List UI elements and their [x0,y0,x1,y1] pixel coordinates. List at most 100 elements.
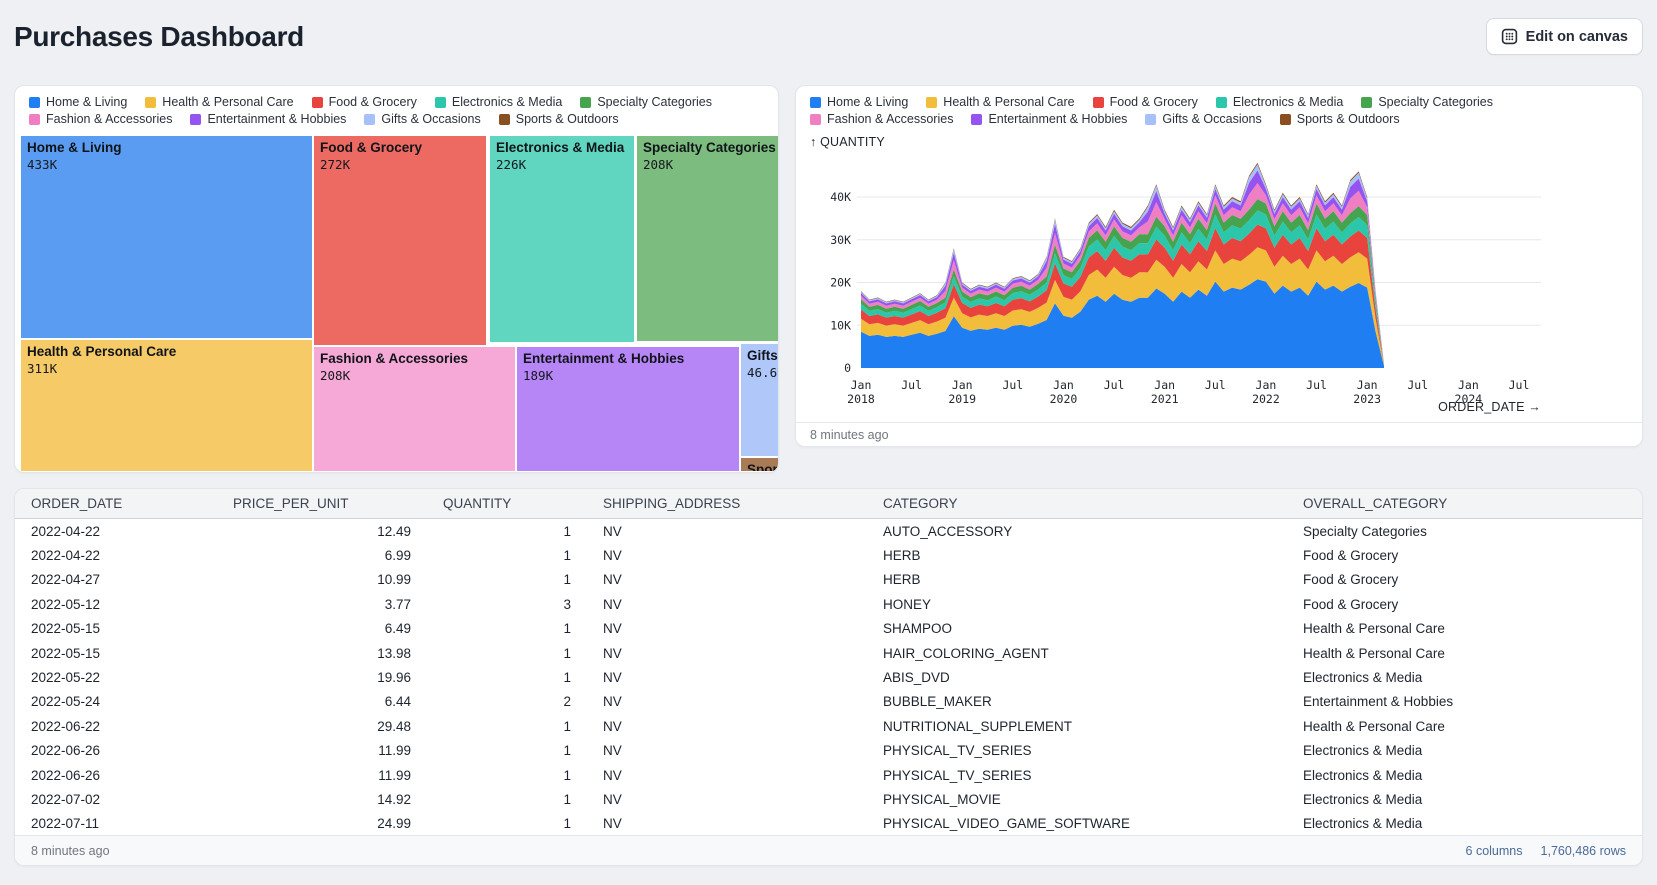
treemap-box[interactable]: Entertainment & Hobbies 189K [517,347,739,471]
legend-item[interactable]: Entertainment & Hobbies [190,112,346,126]
legend-item[interactable]: Fashion & Accessories [29,112,172,126]
table-cell: HERB [883,572,921,588]
area-series-electronics-media[interactable] [861,210,1384,365]
area-chart-updated: 8 minutes ago [810,427,889,442]
edit-on-canvas-button[interactable]: Edit on canvas [1485,18,1643,55]
table-cell: Electronics & Media [1303,791,1423,807]
table-cell: 2022-05-15 [31,621,101,637]
legend-swatch [29,113,40,125]
table-cell: 1 [563,791,571,807]
legend-item[interactable]: Electronics & Media [434,95,563,109]
treemap-box-label: Fashion & Accessories [320,351,469,366]
legend-item[interactable]: Entertainment & Hobbies [971,112,1127,126]
treemap-chart[interactable]: Home & Living 433K Food & Grocery 272K Elect… [21,136,778,471]
x-tick-year: 2021 [1151,392,1179,406]
y-tick-label: 30K [830,233,851,247]
table-cell: 10.99 [377,572,411,588]
column-header-order_date[interactable]: ORDER_DATE [31,496,123,511]
table-cell: ABIS_DVD [883,670,950,686]
treemap-box[interactable]: Specialty Categories 208K [637,136,778,341]
legend-label: Sports & Outdoors [515,112,619,126]
legend-item[interactable]: Gifts & Occasions [364,112,481,126]
x-tick-year: 2018 [847,392,875,406]
legend-swatch [145,96,157,108]
x-tick-year: 2022 [1252,392,1280,406]
legend-item[interactable]: Fashion & Accessories [810,112,953,126]
legend-swatch [434,96,446,108]
table-cell: NV [603,548,622,564]
area-series-food-grocery[interactable] [861,224,1384,366]
table-body[interactable]: 2022-04-22 12.49 1 NV AUTO_ACCESSORY Specialt… [15,519,1642,835]
y-tick-label: 40K [830,190,851,204]
legend-item[interactable]: Home & Living [810,95,908,109]
column-header-category[interactable]: CATEGORY [883,496,958,511]
treemap-box-label: Gifts & Occasions [747,348,778,363]
table-cell: 2 [563,694,571,710]
table-cell: 1 [563,743,571,759]
table-cell: PHYSICAL_VIDEO_GAME_SOFTWARE [883,816,1131,832]
table-cell: Electronics & Media [1303,743,1423,759]
treemap-card: Home & Living Health & Personal Care Food … [14,85,779,473]
x-tick-label: Jul [901,378,922,392]
column-header-overall_category[interactable]: OVERALL_CATEGORY [1303,496,1448,511]
table-cell: 29.48 [377,718,411,734]
column-header-quantity[interactable]: QUANTITY [443,496,512,511]
column-header-price_per_unit[interactable]: PRICE_PER_UNIT [233,496,349,511]
table-row: 2022-06-26 11.99 1 NV PHYSICAL_TV_SERIES Elec… [15,738,1642,763]
legend-item[interactable]: Gifts & Occasions [1145,112,1262,126]
table-cell: 2022-04-22 [31,548,101,564]
table-row: 2022-05-15 6.49 1 NV SHAMPOO Health & Persona… [15,616,1642,641]
legend-item[interactable]: Specialty Categories [580,95,712,109]
legend-label: Food & Grocery [1109,95,1198,109]
treemap-box[interactable]: Electronics & Media 226K [490,136,634,342]
treemap-box[interactable]: Fashion & Accessories 208K [314,347,515,471]
x-tick-label: Jan [1357,378,1378,392]
x-tick-year: 2019 [948,392,976,406]
legend-swatch [810,96,821,108]
area-chart-footer: 8 minutes ago [796,422,1642,446]
legend-row: Fashion & Accessories Entertainment & Hob… [810,112,1634,126]
treemap-box[interactable]: Home & Living 433K [21,136,312,338]
legend-item[interactable]: Sports & Outdoors [498,112,619,126]
table-cell: 2022-05-22 [31,670,101,686]
legend-swatch [810,113,821,125]
legend-item[interactable]: Food & Grocery [1092,95,1198,109]
treemap-box[interactable]: Health & Personal Care 311K [21,340,312,471]
treemap-box[interactable]: Food & Grocery 272K [314,136,486,345]
x-tick-label: Jan [1458,378,1479,392]
table-cell: NV [603,596,622,612]
table-row: 2022-05-22 19.96 1 NV ABIS_DVD Electronics & … [15,665,1642,690]
area-series-specialty-categories[interactable] [861,199,1384,365]
legend-item[interactable]: Sports & Outdoors [1279,112,1400,126]
column-header-shipping_address[interactable]: SHIPPING_ADDRESS [603,496,741,511]
area-series-home-living[interactable] [861,279,1384,368]
table-cell: 2022-04-27 [31,572,101,588]
legend-item[interactable]: Health & Personal Care [145,95,294,109]
page-title: Purchases Dashboard [14,21,304,52]
legend-item[interactable]: Food & Grocery [311,95,417,109]
treemap-box-value: 433K [27,157,58,173]
table-cell: 2022-06-22 [31,718,101,734]
legend-item[interactable]: Specialty Categories [1361,95,1493,109]
legend-item[interactable]: Electronics & Media [1215,95,1343,109]
table-cell: NV [603,791,622,807]
legend-swatch [1279,113,1291,125]
table-cell: 1 [563,523,571,539]
table-cell: NV [603,523,622,539]
legend-label: Electronics & Media [451,95,563,109]
area-series-health-personal-care[interactable] [861,247,1384,366]
x-tick-label: Jan [851,378,872,392]
treemap-box[interactable]: Sports & Outdoors [741,458,778,471]
table-cell: 14.92 [377,791,411,807]
legend-label: Home & Living [46,95,128,109]
legend-row: Home & Living Health & Personal Care Food … [29,95,770,109]
legend-item[interactable]: Health & Personal Care [926,95,1075,109]
treemap-box[interactable]: Gifts & Occasions 46.6K [741,344,778,456]
treemap-box-label: Food & Grocery [320,140,423,155]
table-cell: Electronics & Media [1303,767,1423,783]
table-cell: 2022-06-26 [31,743,101,759]
table-cell: NV [603,743,622,759]
legend-item[interactable]: Home & Living [29,95,127,109]
legend-swatch [1092,96,1104,108]
